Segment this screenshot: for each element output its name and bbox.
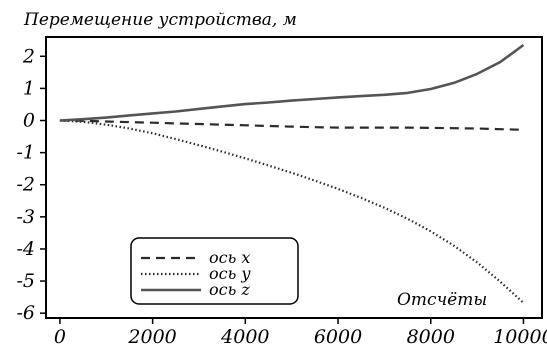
x-axis-label: Отсчёты <box>397 290 487 310</box>
legend-box <box>130 237 299 305</box>
y-tick-label: 2 <box>22 45 35 67</box>
y-tick-label: 0 <box>23 109 35 131</box>
x-tick-label: 8000 <box>407 326 455 345</box>
y-tick-label: -1 <box>16 142 35 164</box>
series-line-1 <box>59 119 524 131</box>
y-tick-label: -5 <box>16 270 35 292</box>
x-tick-label: 4000 <box>220 326 269 345</box>
x-tick-label: 0 <box>54 326 66 345</box>
chart-title: Перемещение устройства, м <box>23 10 297 30</box>
y-tick-label: -4 <box>16 238 35 260</box>
x-tick-label: 6000 <box>314 326 362 345</box>
y-tick-label: 1 <box>23 77 35 99</box>
axis-ticks: 2 1 0 -1 -2 -3 -4 -5 -6 0 2000 4000 6000 8000 10000 <box>16 45 547 345</box>
x-tick-label: 10000 <box>493 326 547 345</box>
legend-label-2: ось y <box>209 264 251 283</box>
data-series <box>59 43 525 304</box>
legend-label-3: ось z <box>209 280 250 299</box>
legend-label-1: ось x <box>209 248 250 267</box>
x-tick-label: 2000 <box>127 326 176 345</box>
series-line-3 <box>59 43 525 122</box>
y-tick-label: -2 <box>16 174 35 196</box>
y-tick-label: -6 <box>16 302 35 324</box>
y-tick-label: -3 <box>16 206 35 228</box>
